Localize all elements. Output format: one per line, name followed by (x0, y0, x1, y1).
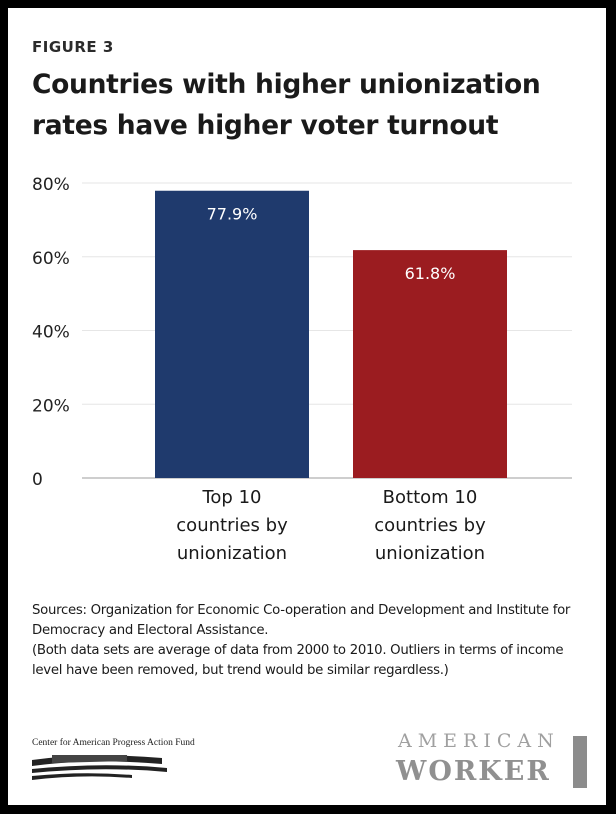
data-label: 61.8% (405, 264, 456, 283)
category-label: unionization (177, 543, 287, 564)
american-worker-logo: AMERICAN WORKER (394, 730, 589, 792)
data-label: 77.9% (207, 205, 258, 224)
category-label: Bottom 10 (383, 487, 478, 508)
methodology-note: (Both data sets are average of data from… (32, 643, 564, 678)
chart-title: Countries with higher unionization rates… (32, 69, 541, 141)
category-label: Top 10 (201, 487, 261, 508)
flag-stripes-icon (32, 755, 167, 780)
bar (155, 190, 309, 478)
bar-chart: 0 20% 40% 60% 80% 77.9% Top 10 countries by unio… (32, 175, 572, 564)
y-tick-label: 20% (32, 396, 70, 416)
aw-logo-bar (573, 736, 587, 788)
cap-action-fund-logo: Center for American Progress Action Fund (32, 738, 302, 784)
bar (353, 250, 507, 478)
category-label: countries by (374, 515, 486, 536)
figure-label: FIGURE 3 (32, 38, 114, 56)
sources-text: Sources: Organization for Economic Co-op… (32, 603, 571, 638)
aw-logo-top: AMERICAN (398, 730, 560, 752)
aw-logo-bottom: WORKER (396, 756, 551, 787)
sources-note: Sources: Organization for Economic Co-op… (32, 601, 597, 681)
category-label: unionization (375, 543, 485, 564)
category-label: countries by (176, 515, 288, 536)
y-tick-label: 0 (32, 470, 43, 490)
y-tick-label: 60% (32, 249, 70, 269)
y-tick-label: 80% (32, 175, 70, 195)
cap-logo-text: Center for American Progress Action Fund (32, 738, 195, 748)
y-tick-label: 40% (32, 323, 70, 343)
